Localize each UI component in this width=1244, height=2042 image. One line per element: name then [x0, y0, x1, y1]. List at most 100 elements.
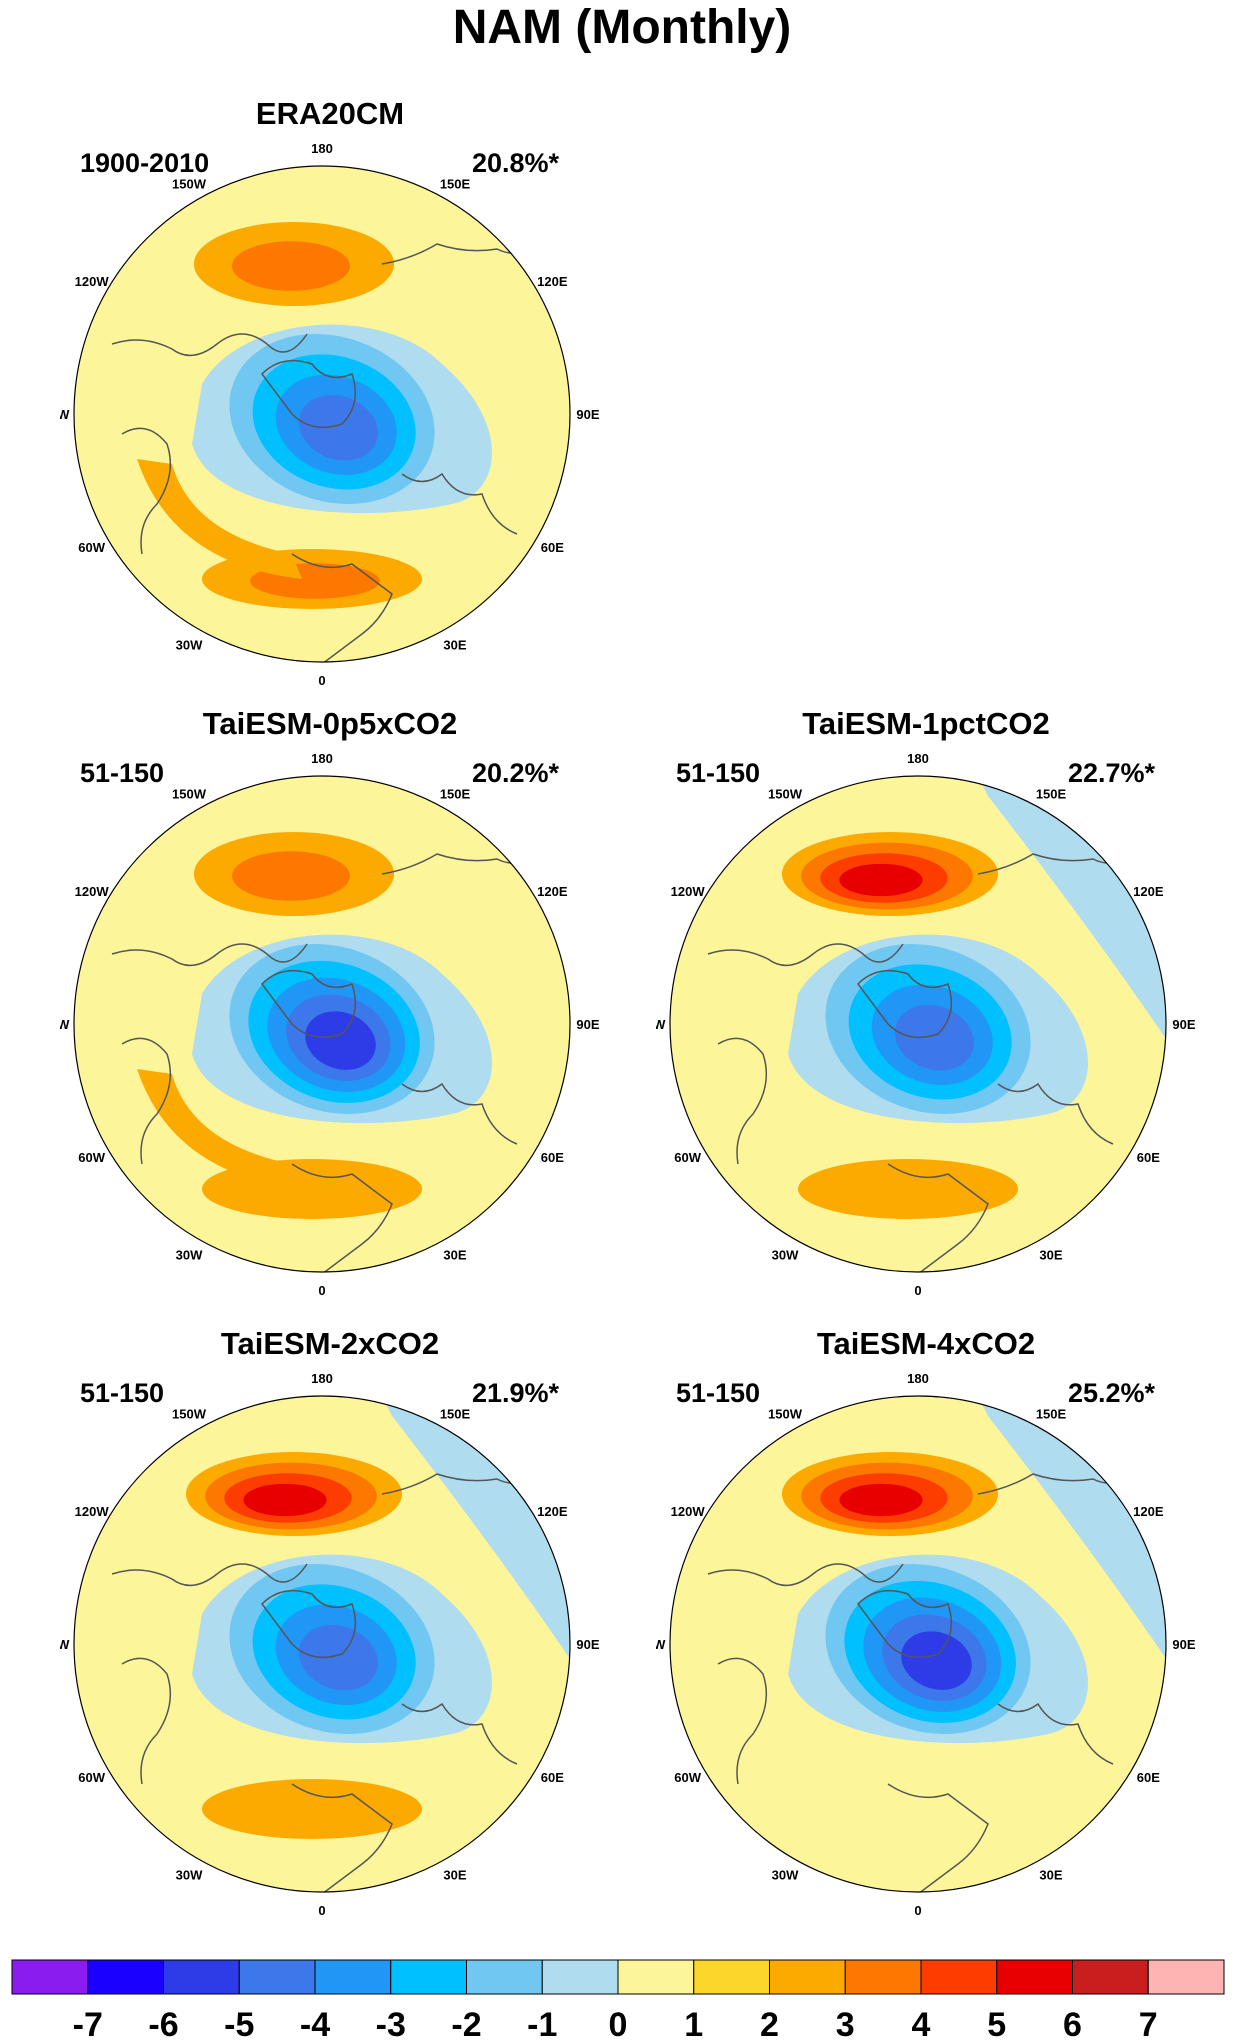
- colorbar-label: 3: [836, 2006, 855, 2042]
- colorbar-label: 7: [1139, 2006, 1158, 2042]
- longitude-label: 180: [311, 751, 333, 766]
- coastline: [857, 969, 953, 1039]
- coastline: [291, 553, 393, 662]
- longitude-label: 30W: [772, 1867, 799, 1882]
- longitude-label: 60E: [541, 540, 564, 555]
- longitude-label: 150E: [440, 787, 471, 802]
- panel-era20cm: 180 150E 120E 90E 60E 30E 0 30W 60W 90W 120W 150W ER…: [60, 96, 600, 696]
- coastline: [887, 1163, 989, 1272]
- longitude-label: 60E: [541, 1770, 564, 1785]
- contour-level-3: [232, 241, 350, 291]
- field: [670, 1396, 1166, 1892]
- longitude-label: 30E: [443, 1247, 466, 1262]
- map-boundary: [73, 775, 571, 1273]
- longitude-label: 150E: [440, 177, 471, 192]
- contour-level-5: [839, 1483, 923, 1517]
- longitude-label: 150W: [768, 787, 803, 802]
- map-boundary: [669, 1395, 1167, 1893]
- coastline: [111, 1563, 308, 1587]
- coastline: [401, 1702, 518, 1765]
- longitude-label: 30E: [1039, 1247, 1062, 1262]
- contour-level--5: [298, 394, 378, 461]
- panel-1pct: 180 150E 120E 90E 60E 30E 0 30W 60W 90W 120W 150W Ta…: [656, 706, 1196, 1306]
- longitude-label: 90W: [656, 1017, 666, 1032]
- explained-variance: 20.2%*: [472, 758, 560, 788]
- longitude-label: 60W: [78, 1150, 105, 1165]
- colorbar-swatch: [693, 1959, 770, 1995]
- longitude-label: 60E: [541, 1150, 564, 1165]
- coastline: [121, 1657, 172, 1785]
- coastline: [111, 333, 308, 357]
- contour-level--5: [894, 1004, 974, 1071]
- longitude-label: 150E: [1036, 1407, 1067, 1422]
- period-label: 51-150: [80, 1378, 165, 1408]
- coastline: [401, 472, 518, 535]
- longitude-label: 60E: [1137, 1770, 1160, 1785]
- colorbar-label: 1: [684, 2006, 703, 2042]
- polar-map: 180 150E 120E 90E 60E 30E 0 30W 60W 90W 120W 150W: [60, 1371, 600, 1918]
- explained-variance: 25.2%*: [1068, 1378, 1156, 1408]
- panel-title: TaiESM-1pctCO2: [802, 706, 1050, 741]
- map-boundary: [669, 775, 1167, 1273]
- longitude-label: 120W: [75, 274, 110, 289]
- polar-map: 180 150E 120E 90E 60E 30E 0 30W 60W 90W 120W 150W: [60, 141, 600, 688]
- contour-level-5: [839, 863, 923, 897]
- colorbar-swatch: [541, 1959, 619, 1995]
- period-label: 51-150: [676, 758, 761, 788]
- longitude-label: 150W: [172, 1407, 207, 1422]
- longitude-label: 120E: [1133, 884, 1164, 899]
- longitude-label: 150W: [768, 1407, 803, 1422]
- coastline: [121, 427, 172, 555]
- field: [74, 776, 570, 1272]
- coastline: [401, 1082, 518, 1145]
- contour-level--6: [901, 1631, 972, 1690]
- longitude-label: 30W: [176, 1247, 203, 1262]
- panel-2x: 180 150E 120E 90E 60E 30E 0 30W 60W 90W 120W 150W Ta…: [60, 1326, 600, 1926]
- colorbar-label: 2: [760, 2006, 779, 2042]
- coastline: [707, 943, 904, 967]
- longitude-label: 30W: [176, 1867, 203, 1882]
- longitude-label: 90E: [576, 407, 599, 422]
- longitude-label: 90E: [1172, 1017, 1195, 1032]
- period-label: 51-150: [676, 1378, 761, 1408]
- longitude-label: 30E: [443, 1867, 466, 1882]
- colorbar-label: 0: [609, 2006, 628, 2042]
- panel-title: TaiESM-2xCO2: [220, 1326, 440, 1361]
- colorbar-swatch: [844, 1959, 922, 1995]
- longitude-label: 0: [318, 1903, 325, 1918]
- longitude-label: 30E: [1039, 1867, 1062, 1882]
- explained-variance: 21.9%*: [472, 1378, 560, 1408]
- coastline: [291, 1783, 393, 1892]
- polar-map: 180 150E 120E 90E 60E 30E 0 30W 60W 90W 120W 150W: [656, 1371, 1196, 1918]
- coastline: [717, 1657, 768, 1785]
- colorbar-label: 6: [1063, 2006, 1082, 2042]
- coastline: [857, 1589, 953, 1659]
- colorbar-swatch: [920, 1959, 998, 1995]
- longitude-label: 0: [914, 1903, 921, 1918]
- colorbar-swatch: [11, 1959, 89, 1995]
- explained-variance: 22.7%*: [1068, 758, 1156, 788]
- colorbar-label: -7: [73, 2006, 103, 2042]
- colorbar-swatch: [314, 1959, 392, 1995]
- coastline: [261, 1589, 357, 1659]
- contour-level--5: [298, 1624, 378, 1691]
- longitude-label: 150W: [172, 177, 207, 192]
- longitude-label: 120E: [537, 884, 568, 899]
- colorbar-swatch: [617, 1959, 695, 1995]
- map-boundary: [73, 165, 571, 663]
- colorbar-label: 5: [987, 2006, 1006, 2042]
- contour-level-2: [798, 1159, 1018, 1219]
- colorbar-swatch: [390, 1959, 467, 1995]
- longitude-label: 120E: [537, 274, 568, 289]
- explained-variance: 20.8%*: [472, 148, 560, 178]
- coastline: [887, 1783, 989, 1892]
- contour-level-3: [232, 851, 350, 901]
- longitude-label: 120W: [75, 884, 110, 899]
- longitude-label: 120W: [671, 884, 706, 899]
- colorbar-swatch: [163, 1959, 240, 1995]
- field: [74, 166, 570, 662]
- colorbar-label: -6: [148, 2006, 178, 2042]
- longitude-label: 90E: [576, 1017, 599, 1032]
- longitude-label: 0: [318, 673, 325, 688]
- longitude-label: 90E: [576, 1637, 599, 1652]
